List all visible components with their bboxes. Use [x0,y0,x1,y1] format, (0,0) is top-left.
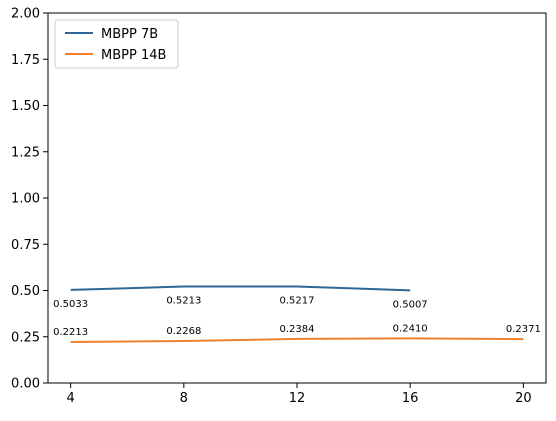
x-tick-label: 4 [66,391,74,406]
legend-label: MBPP 14B [101,48,166,63]
y-tick-label: 0.25 [11,330,40,345]
y-tick-label: 1.50 [11,99,40,114]
data-labels: 0.5033 0.5213 0.5217 0.5007 0.2213 0.2268 0.23… [53,295,541,338]
axes: 4 8 12 16 20 0.00 0.25 0.50 0.75 1.00 1.25 1.50 1.75… [11,7,547,406]
data-label: 0.2410 [393,323,428,334]
series-layer [70,285,524,344]
data-label: 0.5007 [393,299,428,310]
legend-label: MBPP 7B [101,27,158,42]
x-tick-label: 8 [180,391,188,406]
y-tick-label: 0.75 [11,238,40,253]
x-tick-label: 12 [289,391,306,406]
data-label: 0.5033 [53,299,88,310]
y-tick-label: 0.00 [11,377,40,392]
data-label: 0.2371 [506,324,541,335]
y-tick-label: 1.25 [11,145,40,160]
x-tick-label: 16 [402,391,419,406]
y-tick-label: 2.00 [11,7,40,22]
series-line-1 [70,285,411,292]
data-label: 0.5217 [280,295,315,306]
y-tick-label: 1.00 [11,192,40,207]
x-tick-label: 20 [515,391,532,406]
legend: MBPP 7B MBPP 14B [54,19,179,69]
data-label: 0.2213 [53,327,88,338]
data-label: 0.5213 [166,296,201,307]
data-label: 0.2384 [280,324,315,335]
series-line-2 [70,337,524,344]
y-tick-label: 1.75 [11,53,40,68]
y-tick-label: 0.50 [11,284,40,299]
data-label: 0.2268 [166,326,201,337]
